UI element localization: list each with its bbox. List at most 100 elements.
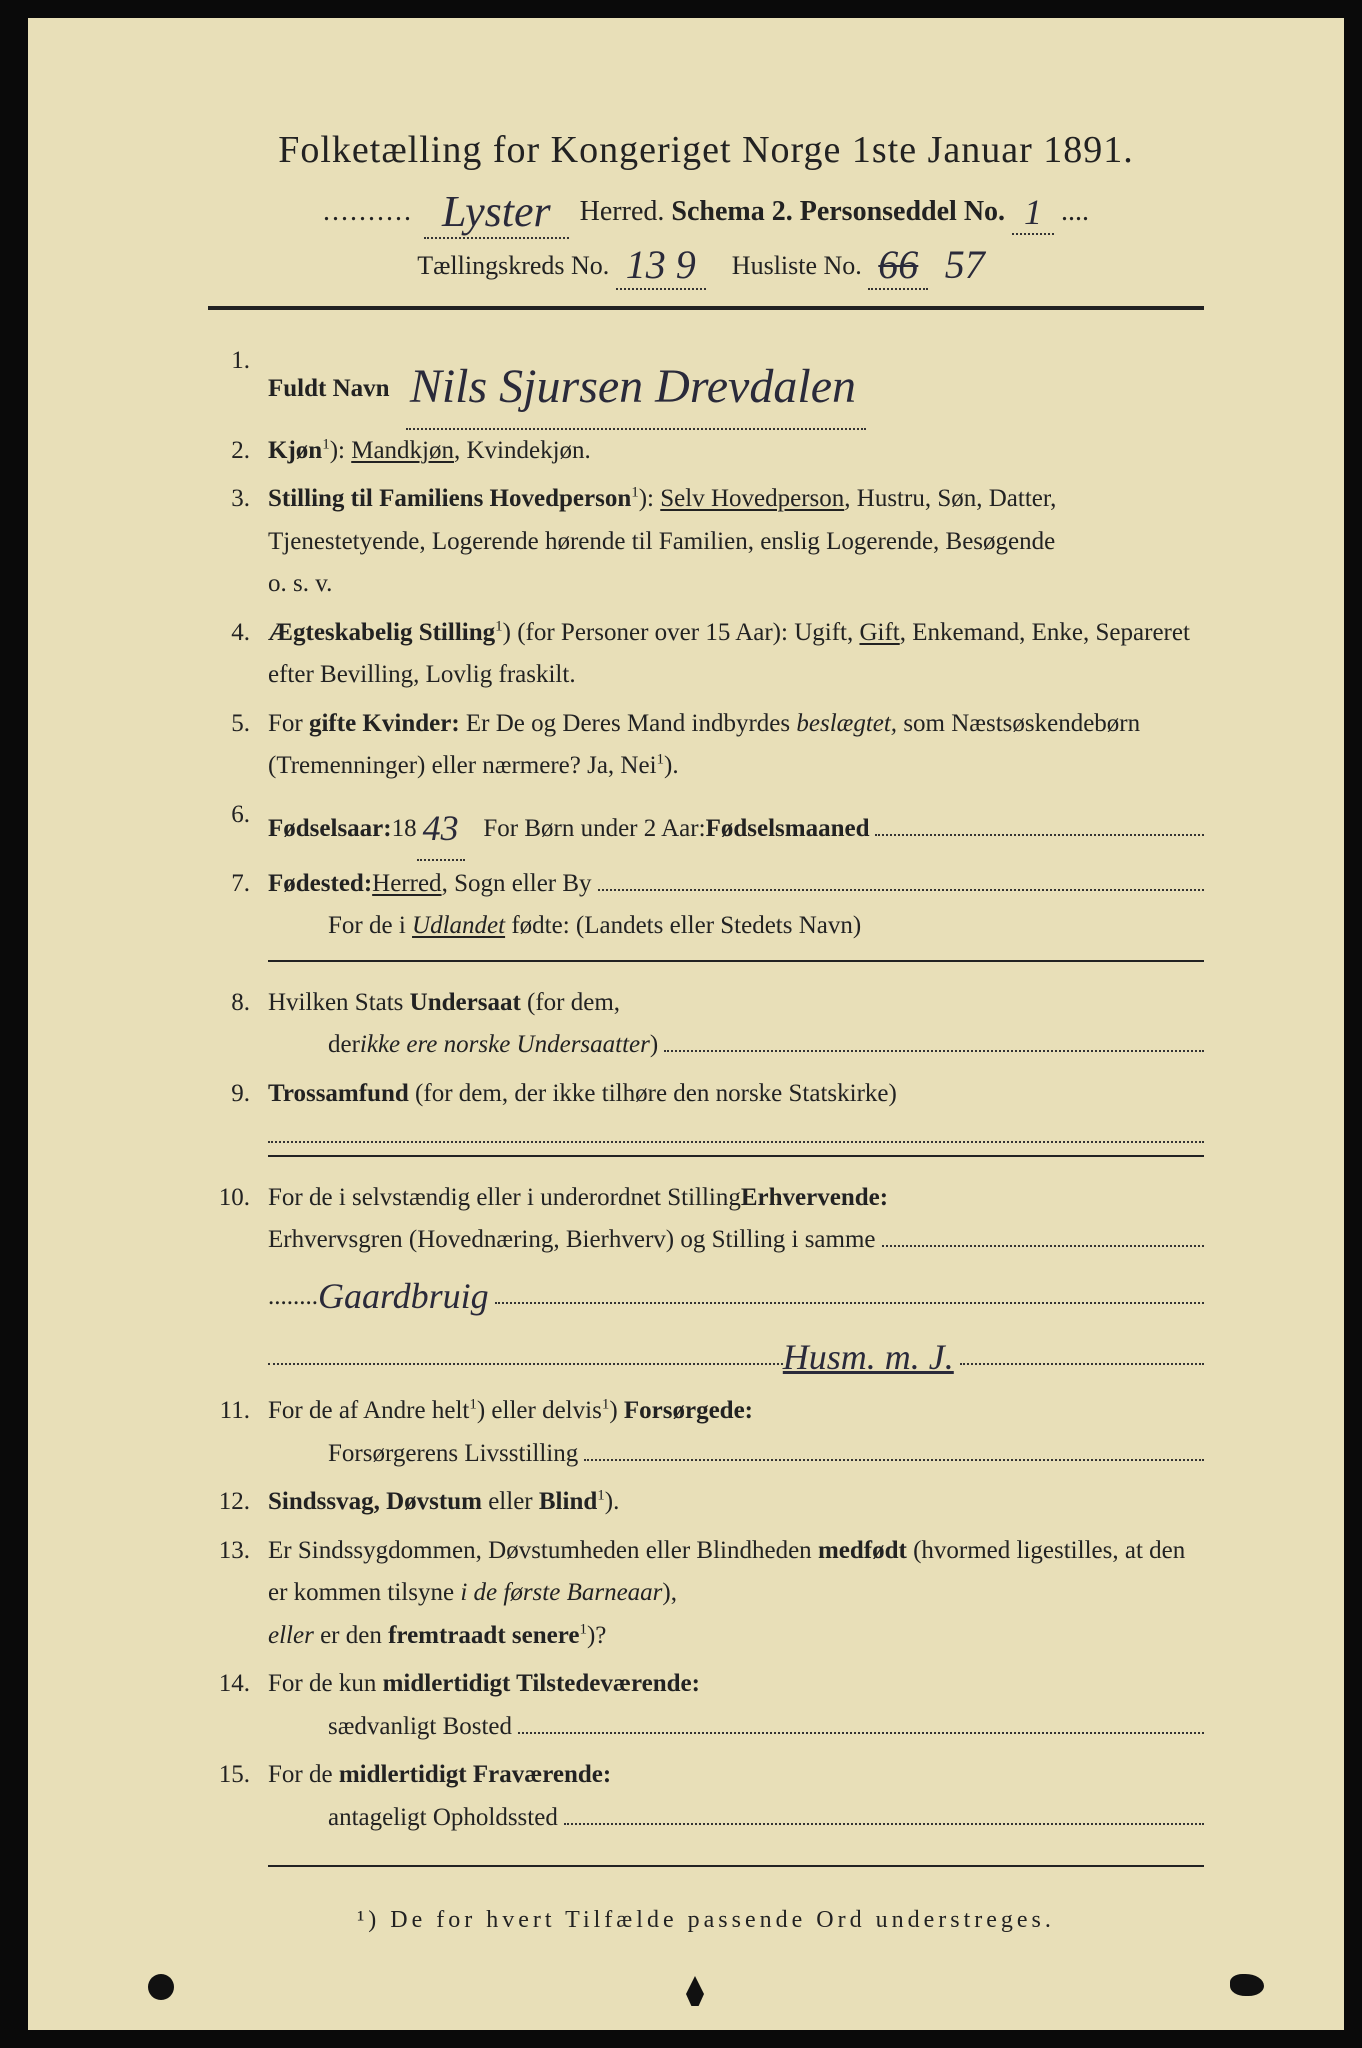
- item-num-12: 12.: [208, 1481, 268, 1524]
- label-18: 18: [392, 808, 417, 851]
- label-osv: o. s. v.: [268, 563, 1204, 606]
- divider-7-8: [268, 960, 1204, 962]
- item-1: 1. Fuldt Navn Nils Sjursen Drevdalen: [208, 340, 1204, 424]
- dotted-line-7a: [598, 863, 1204, 891]
- item-num-13: 13.: [208, 1530, 268, 1658]
- husliste-label: Husliste No.: [732, 251, 862, 280]
- label-udlandet: Udlandet: [412, 912, 505, 939]
- taellingskreds-no: 13 9: [616, 241, 706, 290]
- item-num-11: 11.: [208, 1390, 268, 1475]
- item-3: 3. Stilling til Familiens Hovedperson1):…: [208, 478, 1204, 606]
- item-num-2: 2.: [208, 430, 268, 473]
- footnote: ¹) De for hvert Tilfælde passende Ord un…: [208, 1907, 1204, 1934]
- label-selvstaendig: For de i selvstændig eller i underordnet…: [268, 1177, 741, 1220]
- husliste-struck: 66: [868, 241, 928, 290]
- label-statskirke: (for dem, der ikke tilhøre den norske St…: [409, 1080, 897, 1107]
- value-full-name: Nils Sjursen Drevdalen: [406, 346, 866, 430]
- label-landets-navn: fødte: (Landets eller Stedets Navn): [505, 912, 861, 939]
- label-aegteskab-pre: (for Personer over 15 Aar): Ugift,: [517, 619, 859, 646]
- item-num-6: 6.: [208, 794, 268, 857]
- sup-1-d: 1: [657, 752, 665, 768]
- dotted-line-10a: [882, 1220, 1204, 1248]
- label-fodested: Fødested:: [268, 863, 372, 906]
- label-eller: eller: [482, 1488, 539, 1515]
- item-12: 12. Sindssvag, Døvstum eller Blind1).: [208, 1481, 1204, 1524]
- item-15: 15. For de midlertidigt Fraværende: anta…: [208, 1754, 1204, 1839]
- divider-bottom: [268, 1865, 1204, 1867]
- dots-prefix: ..........: [323, 196, 413, 227]
- taellingskreds-label: Tællingskreds No.: [417, 251, 609, 280]
- label-midlertidigt-fravaerende: midlertidigt Fraværende:: [339, 1761, 611, 1788]
- divider-9-10: [268, 1155, 1204, 1157]
- label-saedvanligt-bosted: sædvanligt Bosted: [328, 1706, 512, 1749]
- schema-label: Schema 2.: [671, 196, 792, 227]
- label-ikke-norske: ikke ere norske Undersaatter: [360, 1024, 650, 1067]
- page-tear: [686, 1976, 704, 2006]
- label-forste-barneaar: i de første Barneaar: [460, 1579, 662, 1606]
- item-13: 13. Er Sindssygdommen, Døvstumheden elle…: [208, 1530, 1204, 1658]
- item-9: 9. Trossamfund (for dem, der ikke tilhør…: [208, 1073, 1204, 1143]
- label-er-den: er den: [314, 1622, 388, 1649]
- dots-suffix: ....: [1061, 196, 1089, 227]
- dotted-line-10d: [960, 1337, 1204, 1365]
- sup-1-g: 1: [597, 1488, 605, 1504]
- item-num-7: 7.: [208, 863, 268, 948]
- label-for-dem: (for dem,: [521, 989, 620, 1016]
- item-num-5: 5.: [208, 703, 268, 788]
- husliste-no: 57: [935, 241, 995, 288]
- sup-1-b: 1: [631, 485, 639, 501]
- label-born-under-2: For Børn under 2 Aar:: [483, 808, 705, 851]
- document-page: Folketælling for Kongeriget Norge 1ste J…: [0, 0, 1362, 2048]
- label-af-andre-helt: For de af Andre helt: [268, 1397, 469, 1424]
- item-num-4: 4.: [208, 612, 268, 697]
- dotted-line-15: [564, 1797, 1204, 1825]
- dotted-line-11: [584, 1433, 1204, 1461]
- item-num-8: 8.: [208, 982, 268, 1067]
- value-husm: Husm. m. J.: [783, 1327, 954, 1388]
- label-kvindekjon: , Kvindekjøn.: [454, 437, 591, 464]
- item-num-3: 3.: [208, 478, 268, 606]
- herred-line: .......... Lyster Herred. Schema 2. Pers…: [208, 180, 1204, 233]
- item-14: 14. For de kun midlertidigt Tilstedevære…: [208, 1663, 1204, 1748]
- item-num-14: 14.: [208, 1663, 268, 1748]
- sup-1-h: 1: [579, 1621, 587, 1637]
- label-beslaegtet-pre: Er De og Deres Mand indbyrdes: [460, 710, 797, 737]
- dotted-line-8: [664, 1025, 1204, 1053]
- herred-label: Herred.: [580, 196, 665, 227]
- value-gaardbrug: Gaardbruig: [318, 1266, 489, 1327]
- label-er-sindssygdommen: Er Sindssygdommen, Døvstumheden eller Bl…: [268, 1537, 818, 1564]
- kreds-line: Tællingskreds No. 13 9 Husliste No. 66 5…: [208, 237, 1204, 286]
- personseddel-label: Personseddel No.: [800, 196, 1005, 227]
- label-trossamfund: Trossamfund: [268, 1080, 409, 1107]
- label-undersaat: Undersaat: [410, 989, 521, 1016]
- dots-10b: ........: [268, 1276, 318, 1319]
- dotted-line-6: [875, 808, 1204, 836]
- item-11: 11. For de af Andre helt1) eller delvis1…: [208, 1390, 1204, 1475]
- label-forsorgerens: Forsørgerens Livsstilling: [328, 1433, 578, 1476]
- label-erhvervsgren: Erhvervsgren (Hovednæring, Bierhverv) og…: [268, 1219, 876, 1262]
- label-midlertidigt-tilstede: midlertidigt Tilstedeværende:: [383, 1670, 700, 1697]
- value-selv-hovedperson: Selv Hovedperson: [660, 485, 844, 512]
- label-paren: ),: [662, 1579, 677, 1606]
- label-eller-delvis: eller delvis: [485, 1397, 602, 1424]
- label-erhvervende: Erhvervende:: [741, 1177, 888, 1220]
- value-herred: Herred: [372, 863, 441, 906]
- label-fremtraadt: fremtraadt senere: [388, 1622, 579, 1649]
- label-eller-13: eller: [268, 1622, 314, 1649]
- dotted-line-9: [268, 1115, 1204, 1143]
- label-der: der: [328, 1024, 360, 1067]
- label-antageligt-opholdssted: antageligt Opholdssted: [328, 1797, 558, 1840]
- item-num-15: 15.: [208, 1754, 268, 1839]
- label-sogn-by: , Sogn eller By: [442, 863, 592, 906]
- sup-1-c: 1: [495, 618, 503, 634]
- label-blind: Blind: [539, 1488, 597, 1515]
- dotted-line-14: [518, 1706, 1204, 1734]
- value-gift: Gift: [859, 619, 899, 646]
- herred-value: Lyster: [424, 186, 569, 239]
- label-for-de-15: For de: [268, 1761, 339, 1788]
- dotted-line-10b: [495, 1276, 1204, 1304]
- label-for-de-i: For de i: [328, 912, 412, 939]
- sup-1-a: 1: [322, 436, 330, 452]
- label-for-de-kun: For de kun: [268, 1670, 383, 1697]
- label-fodselsaar: Fødselsaar:: [268, 808, 392, 851]
